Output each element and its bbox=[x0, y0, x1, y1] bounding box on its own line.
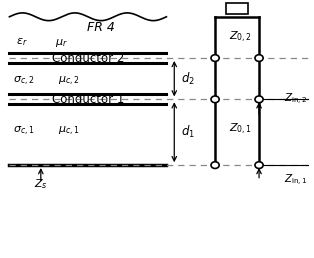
Circle shape bbox=[211, 55, 219, 61]
Circle shape bbox=[211, 96, 219, 103]
Circle shape bbox=[255, 162, 263, 168]
Text: $\varepsilon_r$: $\varepsilon_r$ bbox=[16, 37, 27, 49]
Circle shape bbox=[211, 162, 219, 168]
Text: $\mu_{c,2}$: $\mu_{c,2}$ bbox=[58, 75, 80, 88]
Circle shape bbox=[255, 96, 263, 103]
Text: $d_2$: $d_2$ bbox=[181, 71, 194, 87]
Text: $\sigma_{c,2}$: $\sigma_{c,2}$ bbox=[13, 75, 34, 88]
Text: $Z_{\mathrm{in},1}$: $Z_{\mathrm{in},1}$ bbox=[284, 173, 308, 188]
Text: $\mu_{c,1}$: $\mu_{c,1}$ bbox=[58, 125, 80, 138]
Text: FR 4: FR 4 bbox=[87, 21, 114, 34]
Text: $\sigma_{c,1}$: $\sigma_{c,1}$ bbox=[13, 125, 34, 138]
Text: $Z_{0,1}$: $Z_{0,1}$ bbox=[229, 122, 252, 137]
Bar bbox=[226, 3, 248, 14]
Text: $Z_s$: $Z_s$ bbox=[34, 178, 48, 191]
Text: Conductor 2: Conductor 2 bbox=[52, 52, 124, 64]
Text: $\mu_r$: $\mu_r$ bbox=[55, 37, 68, 49]
Text: $Z_{\mathrm{in},2}$: $Z_{\mathrm{in},2}$ bbox=[284, 92, 308, 107]
Text: $Z_{0,2}$: $Z_{0,2}$ bbox=[229, 30, 252, 45]
Circle shape bbox=[255, 55, 263, 61]
Text: Conductor 1: Conductor 1 bbox=[52, 93, 124, 106]
Text: $d_1$: $d_1$ bbox=[181, 124, 194, 140]
